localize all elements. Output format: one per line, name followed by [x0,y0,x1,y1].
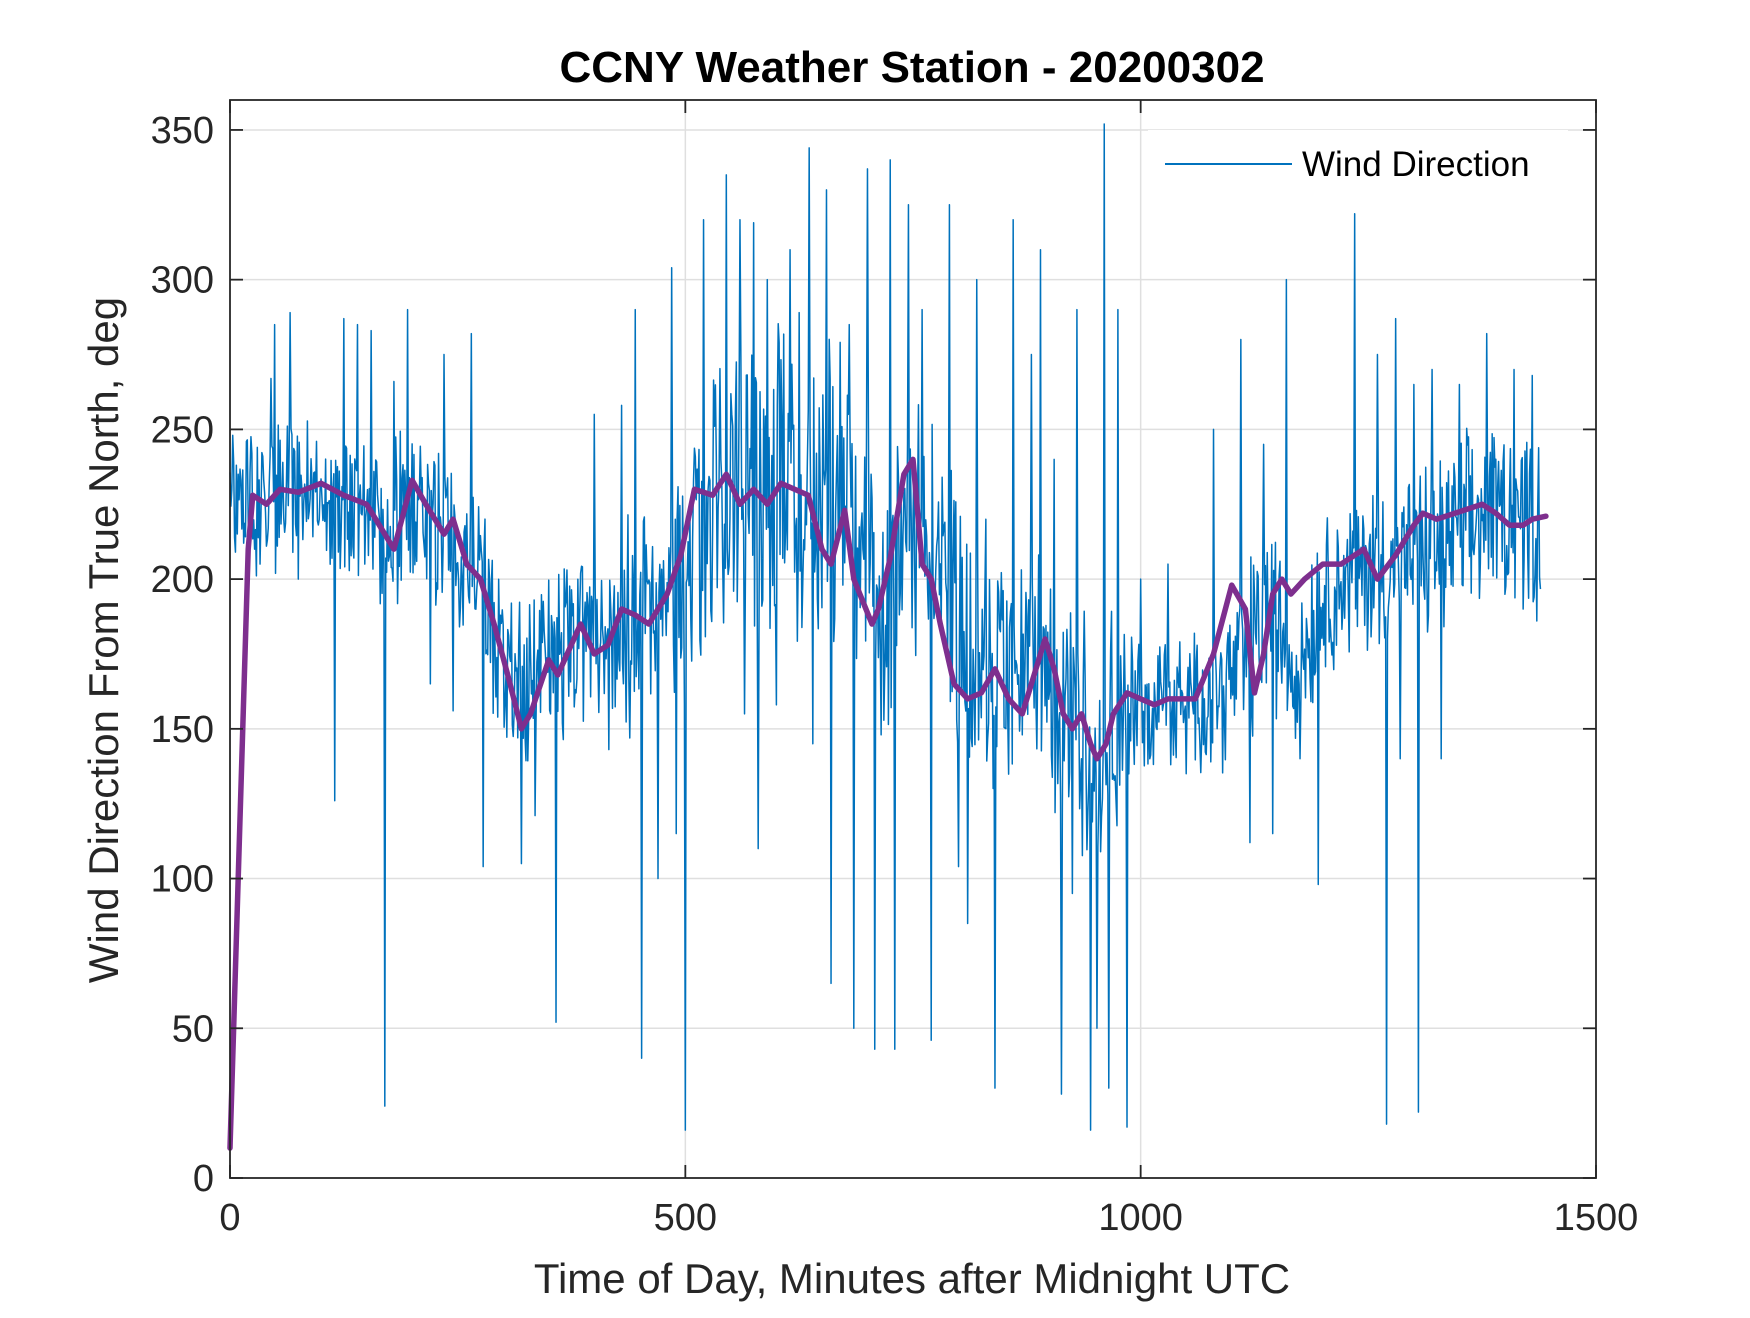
x-tick-label: 500 [654,1197,717,1239]
series-line-smoothed [227,456,1549,1151]
y-tick-label: 150 [151,709,214,751]
y-tick-label: 250 [151,409,214,451]
x-tick-label: 0 [219,1197,240,1239]
x-axis-label: Time of Day, Minutes after Midnight UTC [534,1255,1290,1302]
y-tick-label: 350 [151,110,214,152]
x-tick-labels: 0 500 1000 1500 [219,1197,1638,1239]
series-layer [227,123,1549,1151]
tick-marks [229,100,1597,1179]
y-tick-labels: 0 50 100 150 200 250 300 350 [151,110,214,1200]
y-tick-label: 50 [172,1008,214,1050]
y-axis-label: Wind Direction From True North, deg [80,297,127,983]
plot-area-background [230,100,1596,1178]
y-tick-label: 0 [193,1158,214,1200]
y-tick-label: 200 [151,559,214,601]
plot-frame [229,99,1597,1179]
legend: Wind Direction [1148,130,1568,200]
y-tick-label: 100 [151,859,214,901]
y-tick-label: 300 [151,260,214,302]
x-tick-label: 1000 [1098,1197,1183,1239]
series-line-wind-direction [229,123,1542,1131]
legend-label-wind-direction: Wind Direction [1302,145,1530,184]
x-tick-label: 1500 [1554,1197,1639,1239]
chart-title: CCNY Weather Station - 20200302 [559,43,1264,92]
